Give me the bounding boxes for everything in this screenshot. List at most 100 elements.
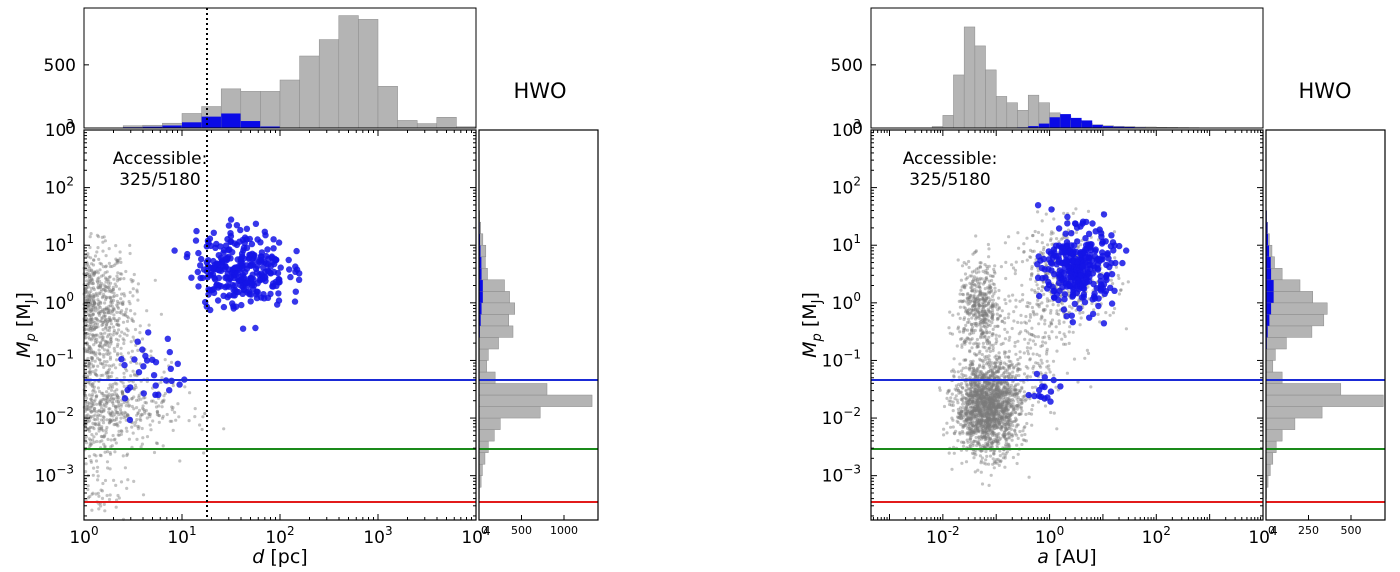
planet-point — [92, 294, 96, 298]
accessible-planet-point — [1096, 226, 1103, 233]
accessible-planet-point — [216, 267, 223, 274]
planet-point — [112, 277, 116, 281]
planet-point — [140, 426, 144, 431]
planet-point — [193, 407, 197, 411]
planet-point — [959, 337, 963, 341]
planet-point — [968, 398, 972, 403]
planet-point — [106, 348, 110, 352]
planet-point — [118, 301, 122, 305]
planet-point — [990, 288, 994, 292]
planet-point — [101, 322, 105, 327]
planet-point — [120, 429, 124, 434]
planet-point — [130, 349, 134, 353]
planet-point — [99, 398, 103, 402]
planet-point — [124, 411, 128, 415]
planet-point — [108, 493, 112, 497]
planet-point — [86, 496, 91, 500]
planet-point — [977, 285, 981, 289]
planet-point — [92, 440, 96, 444]
planet-point — [117, 323, 121, 328]
planet-point — [967, 393, 971, 397]
planet-point — [987, 462, 991, 466]
planet-point — [122, 371, 126, 375]
planet-point — [125, 453, 129, 458]
planet-point — [1009, 360, 1013, 364]
planet-point — [103, 509, 107, 513]
planet-point — [121, 454, 125, 458]
planet-point — [112, 330, 116, 334]
planet-point — [102, 409, 106, 413]
planet-point — [155, 410, 159, 414]
planet-point — [109, 340, 113, 344]
planet-point — [103, 478, 108, 483]
planet-point — [980, 358, 985, 362]
planet-point — [1052, 411, 1056, 415]
planet-point — [947, 388, 951, 392]
planet-point — [90, 398, 94, 402]
planet-point — [100, 400, 104, 404]
planet-point — [84, 394, 88, 398]
accessible-planet-point — [227, 255, 234, 262]
planet-point — [88, 494, 92, 499]
planet-point — [115, 258, 119, 263]
histogram-bar — [478, 314, 509, 327]
accessible-planet-point — [1064, 220, 1071, 227]
planet-point — [173, 410, 177, 414]
planet-point — [85, 283, 89, 287]
planet-point — [101, 273, 105, 277]
planet-point — [95, 250, 99, 254]
planet-point — [988, 346, 992, 350]
planet-point — [87, 281, 91, 285]
planet-point — [99, 300, 103, 304]
planet-point — [106, 281, 110, 285]
planet-point — [103, 326, 107, 330]
planet-point — [161, 399, 166, 404]
planet-point — [85, 317, 89, 321]
planet-point — [91, 306, 95, 310]
planet-point — [98, 261, 102, 265]
planet-point — [125, 486, 129, 490]
planet-point — [135, 288, 139, 292]
planet-point — [91, 473, 95, 477]
accessible-planet-point — [1036, 292, 1043, 300]
planet-point — [101, 421, 106, 425]
planet-point — [109, 289, 113, 293]
planet-point — [90, 508, 94, 512]
planet-point — [88, 303, 92, 307]
planet-point — [1028, 248, 1033, 252]
planet-point — [117, 277, 122, 282]
planet-point — [977, 315, 981, 319]
planet-point — [143, 400, 147, 405]
planet-point — [945, 431, 949, 435]
planet-point — [1047, 334, 1051, 338]
planet-point — [111, 288, 115, 292]
planet-point — [1013, 344, 1017, 348]
planet-point — [1027, 475, 1031, 479]
planet-point — [147, 412, 151, 417]
planet-point — [125, 333, 129, 337]
planet-point — [90, 442, 94, 446]
accessible-histogram-bar — [1060, 114, 1071, 128]
planet-point — [115, 299, 120, 303]
histogram-bar — [377, 86, 398, 129]
histogram-bar — [478, 291, 510, 304]
planet-point — [1062, 320, 1066, 324]
planet-point — [107, 295, 111, 299]
planet-point — [1005, 450, 1010, 454]
planet-point — [126, 401, 130, 405]
planet-point — [87, 335, 91, 339]
planet-point — [970, 422, 974, 426]
planet-point — [1043, 322, 1047, 326]
accessible-planet-point — [126, 416, 134, 424]
planet-point — [105, 418, 109, 422]
planet-point — [90, 327, 94, 331]
planet-point — [978, 261, 982, 265]
planet-point — [1004, 428, 1009, 432]
planet-point — [1062, 211, 1066, 215]
planet-point — [104, 340, 108, 344]
planet-point — [92, 273, 96, 277]
planet-point — [84, 263, 88, 267]
planet-point — [986, 323, 990, 327]
planet-point — [960, 461, 964, 465]
planet-point — [976, 396, 980, 400]
